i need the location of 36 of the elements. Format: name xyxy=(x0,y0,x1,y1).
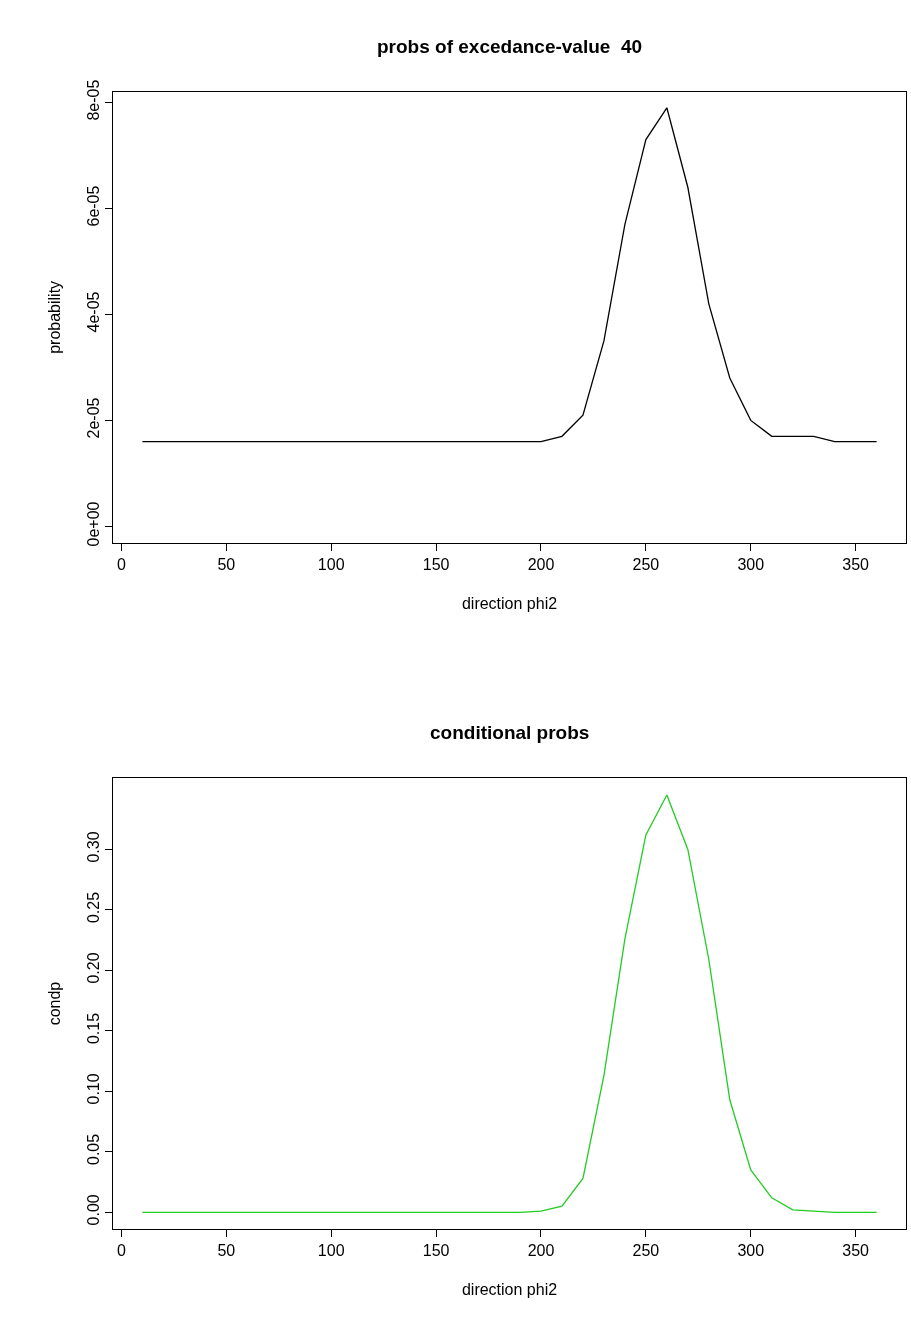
x-tick-label: 300 xyxy=(737,1242,765,1260)
x-tick-label: 250 xyxy=(632,556,660,573)
x-tick-label: 250 xyxy=(632,1242,660,1260)
y-axis-title: probability xyxy=(45,280,63,354)
x-tick-label: 200 xyxy=(527,1242,555,1260)
y-tick-label: 0.25 xyxy=(84,891,102,924)
x-tick-label: 150 xyxy=(422,556,450,573)
y-tick-label: 0.05 xyxy=(84,1133,102,1165)
y-tick-label: 0.20 xyxy=(84,952,102,984)
x-tick-label: 200 xyxy=(527,556,555,573)
y-axis-title: condp xyxy=(45,981,63,1026)
x-tick-label: 50 xyxy=(217,556,236,573)
y-tick-label: 8e-05 xyxy=(84,79,102,121)
x-tick-label: 300 xyxy=(737,556,765,573)
y-tick-label: 0e+00 xyxy=(84,501,102,547)
x-tick-label: 0 xyxy=(116,556,126,573)
x-tick-label: 50 xyxy=(217,1242,236,1260)
x-tick-label: 100 xyxy=(317,556,345,573)
x-tick-label: 350 xyxy=(842,1242,870,1260)
x-tick-label: 350 xyxy=(842,556,870,573)
x-tick-label: 150 xyxy=(422,1242,450,1260)
y-tick-label: 6e-05 xyxy=(84,185,102,227)
chart-title: conditional probs xyxy=(430,722,590,743)
y-tick-label: 0.10 xyxy=(84,1073,102,1105)
y-tick-label: 4e-05 xyxy=(84,291,102,333)
x-tick-label: 100 xyxy=(317,1242,345,1260)
x-axis-title: direction phi2 xyxy=(461,1280,558,1298)
y-tick-label: 0.00 xyxy=(84,1194,102,1226)
line-series xyxy=(141,794,878,1213)
line-series xyxy=(141,107,878,443)
chart-title: probs of excedance-value 40 xyxy=(377,36,643,57)
x-tick-label: 0 xyxy=(116,1242,126,1260)
y-tick-label: 0.30 xyxy=(84,831,102,863)
x-axis-title: direction phi2 xyxy=(461,594,558,612)
y-tick-label: 2e-05 xyxy=(84,397,102,439)
y-tick-label: 0.15 xyxy=(84,1012,102,1045)
